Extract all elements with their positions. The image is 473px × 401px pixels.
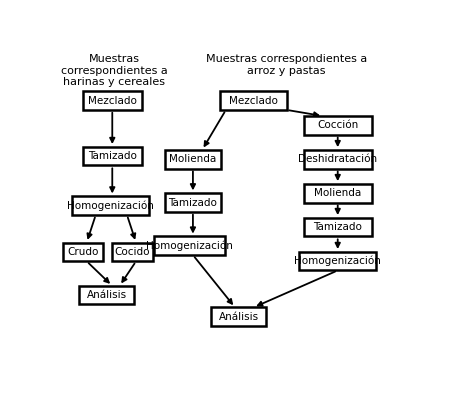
Text: Muestras correspondientes a
arroz y pastas: Muestras correspondientes a arroz y past… <box>206 54 367 76</box>
Text: Crudo: Crudo <box>67 247 99 257</box>
Bar <box>63 243 103 261</box>
Text: Homogenización: Homogenización <box>294 256 381 266</box>
Text: Análisis: Análisis <box>87 290 127 300</box>
Text: Mezclado: Mezclado <box>229 95 278 105</box>
Text: Tamizado: Tamizado <box>168 198 218 207</box>
Bar <box>83 91 141 110</box>
Text: Molienda: Molienda <box>314 188 361 198</box>
Bar <box>79 286 134 304</box>
Bar <box>211 308 266 326</box>
Bar <box>304 184 372 203</box>
Bar <box>154 237 225 255</box>
Text: Tamizado: Tamizado <box>313 222 362 232</box>
Text: Cocción: Cocción <box>317 120 359 130</box>
Text: Homogenización: Homogenización <box>67 200 154 211</box>
Bar <box>112 243 153 261</box>
Text: Análisis: Análisis <box>219 312 259 322</box>
Text: Muestras
correspondientes a
harinas y cereales: Muestras correspondientes a harinas y ce… <box>61 54 167 87</box>
Text: Mezclado: Mezclado <box>88 95 137 105</box>
Bar <box>165 150 221 168</box>
Text: Deshidratación: Deshidratación <box>298 154 377 164</box>
Bar <box>304 116 372 135</box>
Text: Homogenización: Homogenización <box>146 241 233 251</box>
Bar <box>83 147 141 166</box>
Bar <box>299 252 376 270</box>
Text: Cocido: Cocido <box>114 247 150 257</box>
Bar <box>165 193 221 212</box>
Bar <box>72 196 149 215</box>
Bar <box>304 150 372 168</box>
Bar <box>219 91 287 110</box>
Text: Tamizado: Tamizado <box>88 151 137 161</box>
Text: Molienda: Molienda <box>169 154 217 164</box>
Bar <box>304 218 372 237</box>
